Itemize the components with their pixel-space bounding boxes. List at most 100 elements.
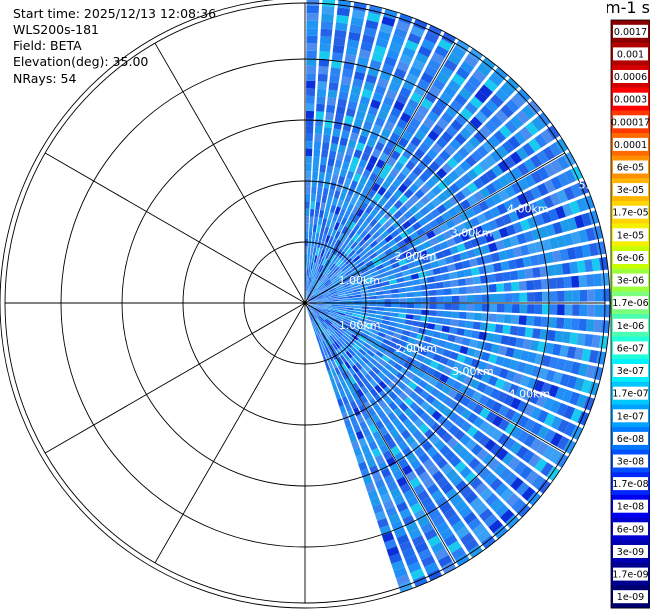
ray-bin	[333, 166, 341, 176]
ray-3	[305, 2, 367, 300]
ray-bin	[371, 256, 380, 263]
ray-11	[307, 48, 483, 300]
ray-bin	[476, 63, 491, 77]
ray-bin	[436, 167, 448, 179]
ray-bin	[479, 187, 491, 199]
ray-bin	[469, 258, 478, 267]
ray-bin	[439, 149, 451, 162]
ray-bin	[355, 341, 363, 348]
ray-bin	[468, 544, 483, 558]
ray-bin	[442, 280, 452, 288]
ray-bin	[306, 13, 319, 21]
ray-bin	[372, 231, 381, 240]
ray-bin	[493, 130, 507, 144]
ray-bin	[431, 489, 444, 502]
ray-bin	[350, 196, 358, 206]
ray-bin	[436, 392, 447, 402]
colorbar-label-box	[613, 341, 648, 355]
ray-bin	[499, 125, 512, 139]
ray-bin	[423, 262, 433, 271]
ray-bin	[344, 330, 353, 337]
ray-bin	[495, 88, 509, 103]
ray-bin	[331, 334, 338, 341]
ray-bin	[430, 173, 442, 184]
ray-bin	[515, 386, 527, 399]
ray-bin	[547, 329, 556, 342]
ray-bin	[397, 381, 408, 391]
ray-bin	[314, 239, 318, 248]
ray-bin	[383, 395, 393, 406]
ray-bin	[309, 285, 314, 293]
ray-bin	[548, 384, 559, 398]
ray-bin	[476, 382, 487, 393]
ray-bin	[378, 196, 388, 206]
ray-bin	[396, 476, 408, 488]
ray-bin	[326, 104, 336, 114]
ray-bin	[563, 318, 572, 330]
ray-bin	[485, 168, 497, 181]
ray-bin	[454, 335, 464, 345]
ray-bin	[358, 250, 367, 258]
ray-bin	[307, 306, 313, 313]
ray-bin	[307, 293, 313, 300]
ray-bin	[467, 228, 477, 239]
ray-bin	[435, 317, 444, 325]
ray-bin	[369, 59, 382, 70]
ray-bin	[532, 267, 541, 278]
ray-bin	[449, 138, 462, 151]
ray-bin	[352, 173, 362, 183]
ray-bin	[398, 458, 409, 469]
ray-bin	[498, 404, 510, 417]
ray-bin	[316, 297, 324, 300]
ray-bin	[602, 288, 610, 302]
ray-bin	[344, 361, 352, 370]
ray-bin	[418, 348, 428, 356]
ray-bin	[330, 294, 339, 298]
spoke-30deg	[304, 42, 456, 304]
ray-bin	[352, 382, 360, 391]
ray-bin	[313, 141, 322, 150]
ray-bin	[322, 258, 328, 266]
ray-bin	[437, 339, 447, 348]
ray-bin	[306, 95, 315, 104]
ray-bin	[330, 324, 338, 331]
ray-bin	[436, 363, 446, 373]
ray-bin	[367, 263, 376, 271]
ray-bin	[327, 261, 334, 270]
ray-bin	[435, 281, 444, 289]
ray-bin	[454, 461, 467, 473]
ray-bin	[322, 310, 330, 315]
ray-bin	[316, 300, 324, 302]
ray-bin	[337, 241, 344, 249]
ray-bin	[379, 327, 388, 334]
ray-bin	[424, 428, 435, 440]
ray-bin	[329, 335, 336, 343]
ray-bin	[515, 257, 525, 269]
ray-bin	[379, 70, 392, 81]
ray-bin	[566, 217, 578, 231]
ray-bin	[479, 420, 491, 433]
ray-bin	[448, 326, 458, 335]
ray-bin	[344, 219, 352, 228]
ray-bin	[473, 285, 482, 294]
ray-bin	[322, 267, 328, 275]
ray-bin	[343, 283, 351, 288]
ray-bin	[463, 511, 477, 525]
ray-bin	[316, 194, 322, 203]
ray-bin	[305, 186, 311, 194]
ray-bin	[306, 5, 319, 14]
ray-bin	[306, 73, 316, 81]
ray-bin	[414, 148, 426, 159]
ray-bin	[413, 360, 423, 369]
ray-bin	[308, 305, 314, 311]
ray-bin	[336, 382, 343, 391]
ray-bin	[345, 309, 354, 313]
ray-bin	[420, 195, 431, 206]
ray-bin	[471, 391, 483, 402]
colorbar-label-box	[613, 431, 648, 445]
ray-bin	[321, 276, 328, 284]
ray-bin	[398, 440, 409, 451]
ray-bin	[340, 76, 352, 86]
ray-bin	[373, 321, 382, 328]
ray-bin	[306, 20, 319, 29]
